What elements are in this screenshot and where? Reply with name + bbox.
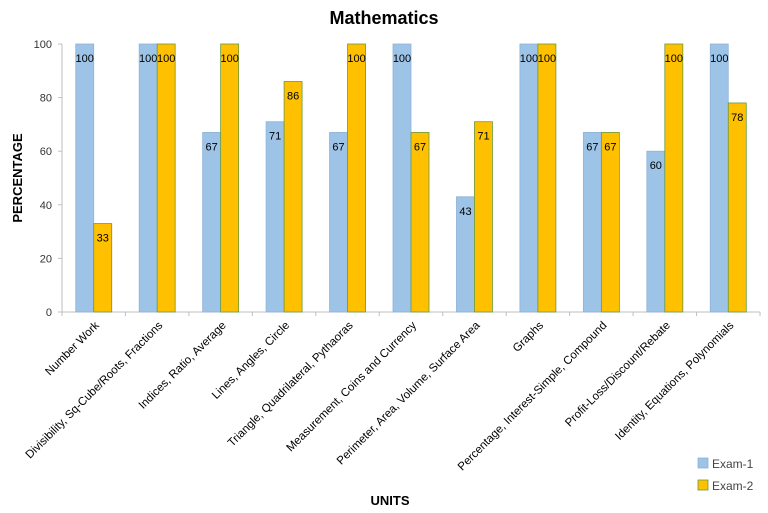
bar-exam-2 bbox=[93, 223, 113, 313]
x-axis-label: UNITS bbox=[371, 493, 410, 508]
legend: Exam-1 Exam-2 bbox=[697, 457, 754, 493]
category-label: Profit-Loss/Discount/Rebate bbox=[563, 320, 673, 430]
y-tick-label: 60 bbox=[40, 146, 52, 158]
y-tick-label: 80 bbox=[40, 93, 52, 105]
data-label: 43 bbox=[459, 206, 471, 218]
bar-exam-1 bbox=[265, 121, 285, 313]
bar-exam-2 bbox=[410, 132, 430, 313]
chart-title: Mathematics bbox=[329, 8, 438, 28]
data-label: 100 bbox=[665, 53, 683, 65]
bar-exam-2 bbox=[537, 43, 557, 313]
bar-exam-1 bbox=[709, 43, 729, 313]
data-label: 100 bbox=[139, 53, 157, 65]
bar-exam-1 bbox=[582, 132, 602, 313]
bar-exam-1 bbox=[329, 132, 348, 313]
category-label: Perimeter, Area, Volume, Surface Area bbox=[335, 319, 483, 467]
bar-exam-2 bbox=[156, 43, 176, 313]
y-axis-label: PERCENTAGE bbox=[10, 133, 25, 223]
bar-exam-2 bbox=[347, 43, 366, 313]
data-label: 100 bbox=[157, 53, 175, 65]
data-label: 60 bbox=[650, 160, 662, 172]
data-label: 71 bbox=[269, 131, 281, 143]
y-tick-label: 100 bbox=[34, 39, 52, 51]
legend-swatch-exam-1 bbox=[697, 457, 709, 469]
category-label: Graphs bbox=[511, 319, 546, 354]
bar-exam-2 bbox=[600, 132, 620, 313]
bar-exam-2 bbox=[727, 102, 747, 313]
data-label: 100 bbox=[76, 53, 94, 65]
bar-exam-1 bbox=[392, 43, 412, 313]
data-label: 67 bbox=[586, 141, 598, 153]
y-tick-label: 0 bbox=[46, 307, 52, 319]
bar-exam-1 bbox=[75, 43, 95, 313]
bar-exam-1 bbox=[519, 43, 539, 313]
data-label: 100 bbox=[538, 53, 556, 65]
data-label: 33 bbox=[97, 233, 109, 245]
data-label: 100 bbox=[220, 53, 238, 65]
category-label: Divisibility, Sq-Cube/Roots, Fractions bbox=[24, 319, 166, 461]
category-label: Triangle, Quadrilateral, Pythaoras bbox=[226, 319, 356, 449]
legend-label-exam-1: Exam-1 bbox=[712, 457, 754, 471]
legend-label-exam-2: Exam-2 bbox=[712, 479, 754, 493]
legend-swatch-exam-2 bbox=[697, 479, 709, 491]
bar-exam-2 bbox=[664, 43, 684, 313]
bar-exam-2 bbox=[220, 43, 240, 313]
data-label: 67 bbox=[414, 141, 426, 153]
data-label: 86 bbox=[287, 91, 299, 103]
data-label: 100 bbox=[347, 53, 365, 65]
data-label: 67 bbox=[206, 141, 218, 153]
bar-exam-1 bbox=[646, 150, 666, 313]
data-label: 78 bbox=[731, 112, 743, 124]
bar-exam-1 bbox=[138, 43, 158, 313]
data-label: 100 bbox=[520, 53, 538, 65]
category-label: Identity, Equations, Polynomials bbox=[613, 319, 736, 442]
y-tick-label: 40 bbox=[40, 200, 52, 212]
y-tick-label: 20 bbox=[40, 253, 52, 265]
bar-exam-1 bbox=[202, 132, 222, 313]
category-label: Measurement, Coins and Currency bbox=[285, 319, 420, 454]
data-label: 100 bbox=[393, 53, 411, 65]
data-label: 67 bbox=[332, 141, 344, 153]
data-label: 100 bbox=[710, 53, 728, 65]
category-label: Number Work bbox=[43, 319, 102, 378]
data-label: 71 bbox=[477, 131, 489, 143]
bar-exam-2 bbox=[283, 81, 303, 313]
bar-exam-2 bbox=[474, 121, 493, 313]
data-label: 67 bbox=[604, 141, 616, 153]
